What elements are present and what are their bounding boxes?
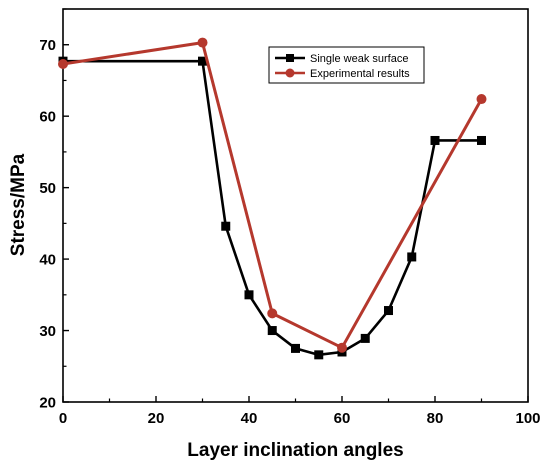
x-tick-label: 0 — [59, 410, 67, 427]
series-point — [407, 252, 417, 262]
x-tick-label: 80 — [427, 410, 444, 427]
x-tick-label: 100 — [515, 410, 540, 427]
series-line-2 — [62, 41, 483, 350]
series-point — [384, 306, 393, 316]
series-point — [58, 59, 68, 70]
legend-marker — [285, 68, 295, 78]
series-point — [337, 342, 347, 353]
legend-label: Experimental results — [310, 68, 410, 80]
series-point — [314, 350, 324, 360]
y-tick-label: 50 — [39, 180, 56, 197]
legend-box — [268, 46, 425, 84]
legend-label: Single weak surface — [310, 53, 408, 65]
series-point — [221, 221, 231, 231]
y-tick-label: 70 — [39, 37, 56, 54]
x-tick-label: 60 — [334, 410, 351, 427]
x-axis-title: Layer inclination angles — [187, 440, 403, 461]
y-tick-label: 40 — [39, 252, 56, 269]
series-point — [267, 326, 277, 336]
series-layer — [58, 37, 487, 360]
y-tick-label: 20 — [39, 395, 56, 412]
y-axis-title: Stress/MPa — [8, 153, 29, 256]
legend-marker — [286, 54, 294, 62]
y-tick-label: 60 — [39, 109, 56, 126]
series-point — [476, 94, 487, 105]
series-point — [197, 37, 208, 48]
series-point — [477, 135, 486, 145]
y-tick-label: 30 — [39, 323, 56, 340]
series-point — [360, 333, 370, 343]
series-point — [198, 56, 207, 66]
series-point — [430, 135, 440, 145]
series-point — [291, 343, 300, 353]
x-tick-label: 20 — [148, 410, 165, 427]
x-axis-ticks: 0 20 40 60 80 100 — [59, 396, 541, 427]
series-point — [244, 290, 254, 300]
series-point — [267, 308, 278, 319]
y-axis-ticks: 20 30 40 50 60 70 — [39, 8, 69, 412]
x-tick-label: 40 — [241, 410, 258, 427]
legend-items: Single weak surface Experimental results — [275, 53, 410, 80]
legend: Single weak surface Experimental results — [268, 46, 425, 84]
